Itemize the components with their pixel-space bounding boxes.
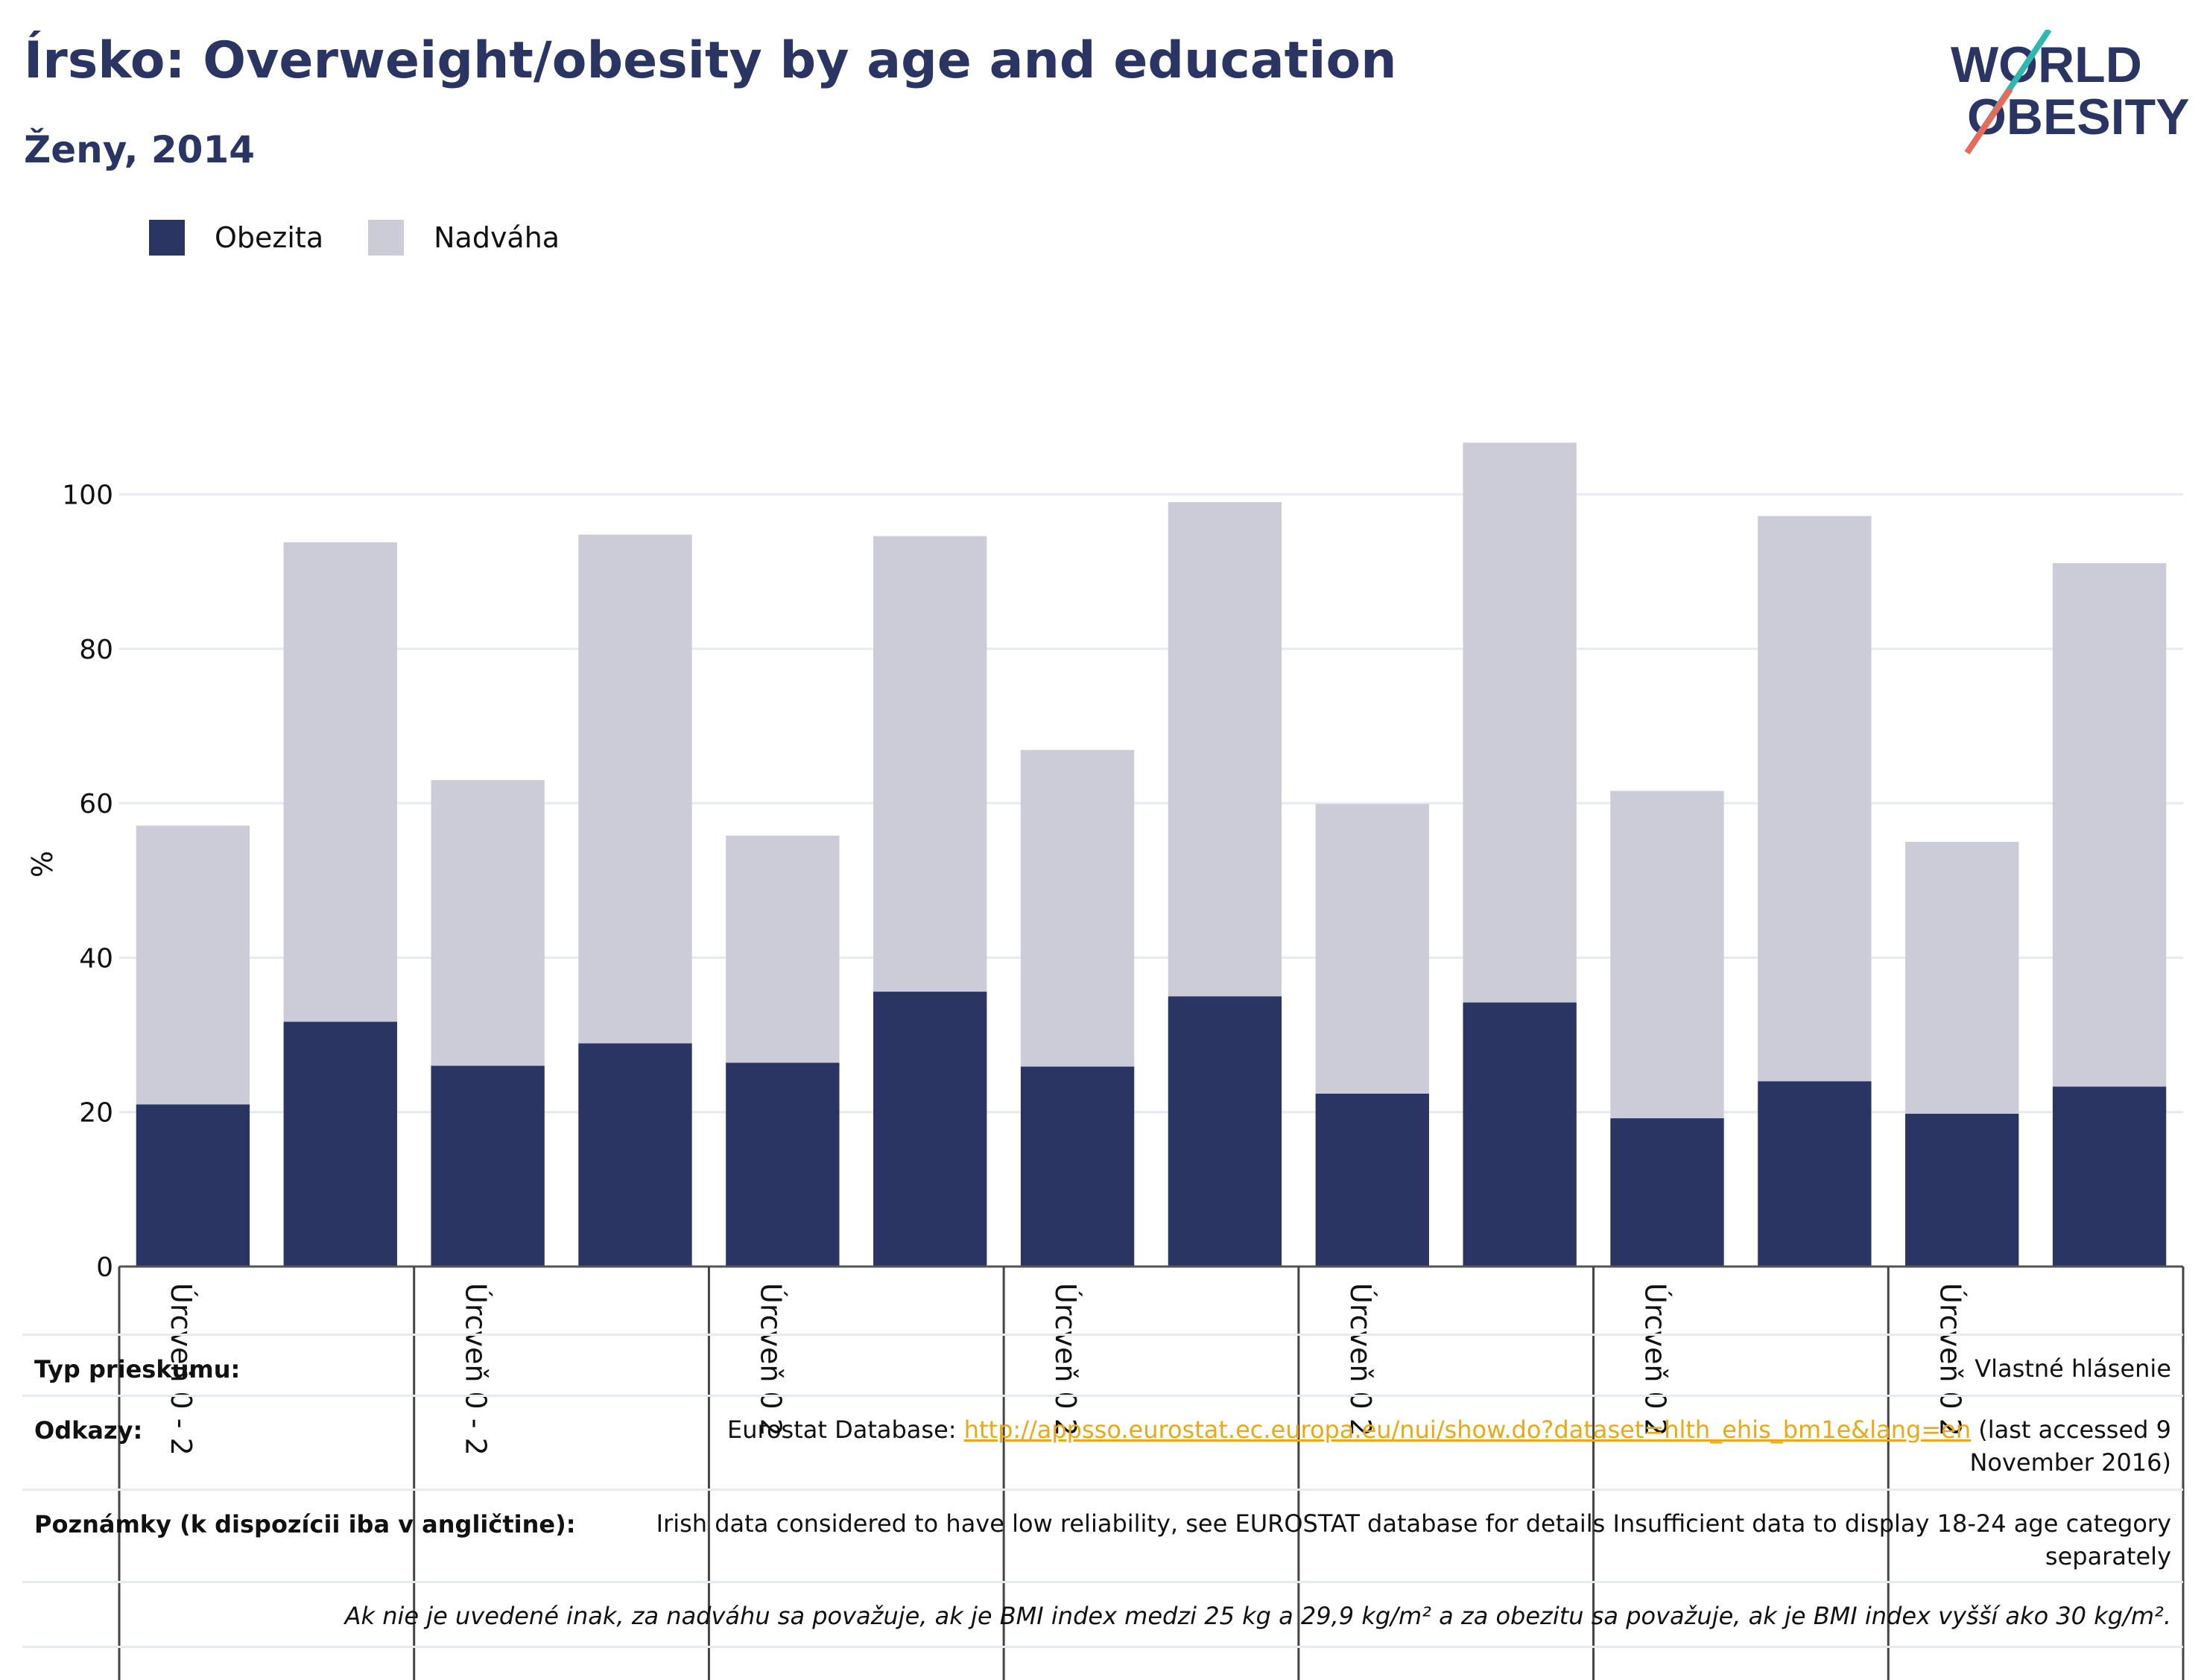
legend-item-obesity[interactable]: Obezita bbox=[149, 220, 323, 256]
definition-text: Ak nie je uvedené inak, za nadváhu sa po… bbox=[344, 1602, 2171, 1630]
bar-overweight bbox=[2052, 562, 2167, 1087]
bar-overweight bbox=[726, 835, 840, 1063]
page-title: Írsko: Overweight/obesity by age and edu… bbox=[24, 31, 1397, 90]
bar-obesity bbox=[1315, 1093, 1429, 1267]
legend-label-overweight: Nadváha bbox=[434, 221, 560, 254]
bar-overweight bbox=[1905, 842, 2019, 1114]
x-category-label: Úrcveň 0 2 bbox=[1049, 1283, 1082, 1436]
y-tick-label: 0 bbox=[96, 1252, 113, 1283]
x-category-label: Úrcveň 0 2 bbox=[1639, 1283, 1672, 1436]
y-tick-label: 60 bbox=[79, 789, 113, 820]
bar-obesity bbox=[578, 1043, 692, 1267]
note-row-definition: Ak nie je uvedené inak, za nadváhu sa po… bbox=[22, 1581, 2183, 1648]
notes-label: Poznámky (k dispozícii iba v angličtine)… bbox=[34, 1510, 576, 1538]
note-row-references: Odkazy: Eurostat Database: http://appsso… bbox=[22, 1395, 2183, 1491]
bar-overweight bbox=[1020, 749, 1135, 1067]
bar-overweight bbox=[873, 536, 987, 992]
bar-obesity bbox=[136, 1104, 250, 1267]
survey-value: Vlastné hlásenie bbox=[1975, 1354, 2171, 1383]
bar-obesity bbox=[1168, 996, 1282, 1267]
page-subtitle: Ženy, 2014 bbox=[24, 128, 256, 171]
bar-obesity bbox=[1463, 1002, 1577, 1267]
bar-obesity bbox=[283, 1021, 397, 1267]
x-category-label: Úrcveň 0 - 2 bbox=[460, 1283, 493, 1456]
y-tick-label: 100 bbox=[62, 481, 113, 511]
bar-overweight bbox=[1315, 804, 1429, 1094]
bar-obesity bbox=[873, 992, 987, 1267]
notes-value: Irish data considered to have low reliab… bbox=[656, 1509, 2171, 1570]
chart-legend: Obezita Nadváha bbox=[149, 220, 604, 256]
logo-slash-coral bbox=[1964, 87, 2013, 155]
legend-swatch-obesity bbox=[149, 220, 185, 256]
bar-obesity bbox=[1905, 1113, 2019, 1267]
x-category-label: Úrcveň 0 2 bbox=[1344, 1283, 1377, 1436]
x-category-label: Úrcveň 0 2 bbox=[754, 1283, 787, 1436]
legend-item-overweight[interactable]: Nadváha bbox=[368, 220, 560, 256]
x-category-label: Úrcveň 0 - 2 bbox=[165, 1283, 197, 1456]
bar-obesity bbox=[431, 1065, 545, 1267]
bar-obesity bbox=[726, 1062, 840, 1267]
bar-overweight bbox=[1758, 516, 1872, 1082]
y-axis-label: % bbox=[26, 851, 59, 878]
references-suffix: (last accessed 9 November 2016) bbox=[1969, 1416, 2171, 1477]
bar-overweight bbox=[578, 534, 692, 1044]
references-value: Eurostat Database: http://appsso.eurosta… bbox=[644, 1413, 2171, 1479]
references-label: Odkazy: bbox=[34, 1416, 143, 1445]
bar-overweight bbox=[1463, 443, 1577, 1003]
legend-label-obesity: Obezita bbox=[215, 221, 324, 254]
note-row-survey: Typ prieskumu: Vlastné hlásenie bbox=[22, 1334, 2183, 1397]
references-prefix: Eurostat Database: bbox=[727, 1416, 964, 1444]
bar-overweight bbox=[1610, 790, 1724, 1119]
bar-overweight bbox=[136, 825, 250, 1105]
bar-overweight bbox=[1168, 502, 1282, 997]
survey-label: Typ prieskumu: bbox=[34, 1355, 241, 1383]
bar-obesity bbox=[1020, 1066, 1135, 1267]
logo-line1: WORLD bbox=[1951, 37, 2142, 93]
y-tick-label: 80 bbox=[79, 635, 113, 665]
world-obesity-logo: WORLD OBESITY bbox=[1951, 30, 2190, 155]
bar-obesity bbox=[1758, 1081, 1872, 1267]
x-category-label: Úrcveň 0 2 bbox=[1934, 1283, 1966, 1436]
y-tick-label: 20 bbox=[79, 1098, 113, 1129]
bar-obesity bbox=[2052, 1086, 2167, 1267]
bar-obesity bbox=[1610, 1118, 1724, 1267]
y-tick-label: 40 bbox=[79, 943, 113, 974]
eurostat-link[interactable]: http://appsso.eurostat.ec.europa.eu/nui/… bbox=[963, 1416, 1972, 1444]
bar-overweight bbox=[431, 780, 545, 1066]
legend-swatch-overweight bbox=[368, 220, 405, 256]
note-row-notes: Poznámky (k dispozícii iba v angličtine)… bbox=[22, 1489, 2183, 1583]
bar-overweight bbox=[283, 542, 397, 1022]
